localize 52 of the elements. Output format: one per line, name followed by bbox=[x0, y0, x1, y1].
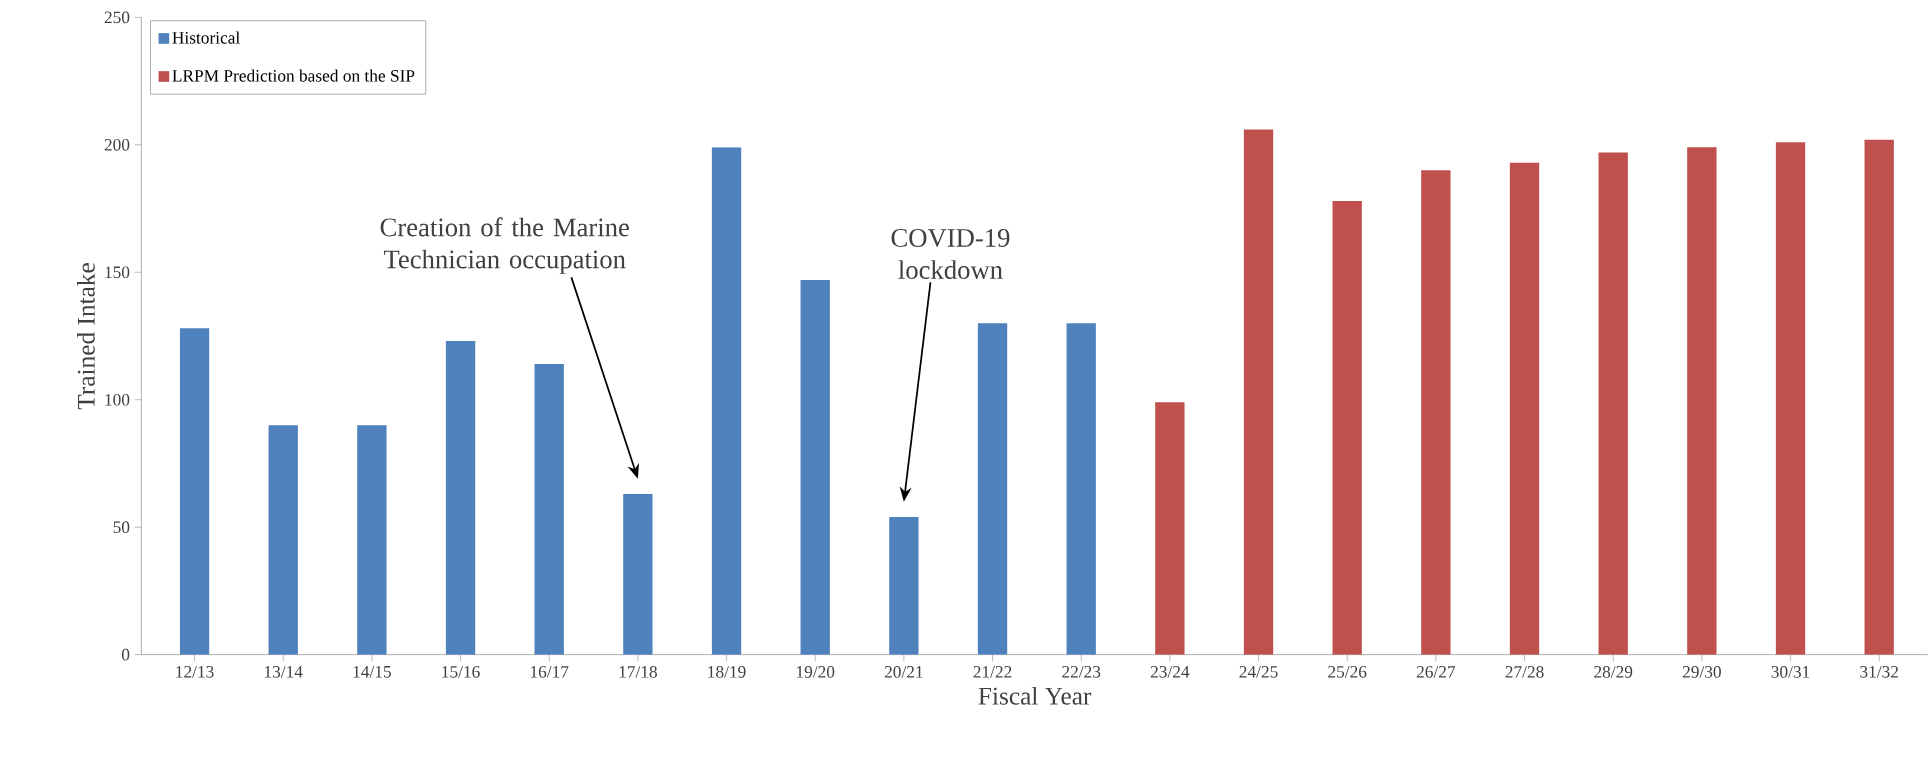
bar bbox=[711, 147, 742, 655]
bar bbox=[534, 364, 564, 655]
x-axis-title: Fiscal Year bbox=[978, 686, 1092, 705]
y-tick-label: 50 bbox=[113, 521, 130, 534]
bar bbox=[1421, 170, 1451, 655]
x-tick-label: 30/31 bbox=[1771, 666, 1810, 678]
bar bbox=[179, 328, 210, 655]
legend-label: LRPM Prediction based on the SIP bbox=[172, 69, 415, 82]
x-tick-label: 13/14 bbox=[265, 666, 303, 678]
y-tick-label: 150 bbox=[105, 266, 130, 279]
bar bbox=[889, 516, 919, 655]
bar bbox=[1775, 142, 1806, 655]
bar bbox=[1598, 152, 1628, 655]
x-tick-label: 18/19 bbox=[708, 666, 746, 678]
x-tick-label: 14/15 bbox=[353, 666, 391, 678]
x-tick-label: 20/21 bbox=[884, 666, 923, 678]
y-tick-label: 200 bbox=[104, 138, 130, 151]
bar bbox=[1509, 162, 1540, 655]
x-tick-label: 12/13 bbox=[176, 666, 214, 678]
x-tick-label: 17/18 bbox=[619, 666, 657, 678]
y-axis-title: Trained Intake bbox=[77, 263, 95, 410]
y-tick-label: 100 bbox=[105, 393, 130, 406]
x-tick-label: 26/27 bbox=[1416, 666, 1456, 678]
x-tick-label: 28/29 bbox=[1594, 666, 1633, 678]
x-tick-label: 27/28 bbox=[1505, 666, 1544, 678]
legend-label: Historical bbox=[172, 31, 240, 44]
bar bbox=[445, 341, 476, 655]
bar bbox=[357, 425, 387, 655]
bar bbox=[623, 494, 653, 655]
bar bbox=[1864, 139, 1894, 655]
x-tick-label: 24/25 bbox=[1239, 666, 1278, 678]
x-tick-label: 22/23 bbox=[1062, 666, 1101, 678]
x-tick-label: 29/30 bbox=[1682, 666, 1721, 678]
bar bbox=[1243, 129, 1274, 655]
x-tick-label: 31/32 bbox=[1860, 666, 1898, 678]
x-tick-label: 16/17 bbox=[531, 666, 569, 678]
annotation: COVID-19 lockdown bbox=[891, 229, 1010, 279]
bar bbox=[1687, 147, 1717, 655]
bar bbox=[1155, 402, 1185, 655]
bar bbox=[1066, 323, 1096, 655]
x-tick-label: 19/20 bbox=[796, 666, 835, 678]
y-tick-label: 0 bbox=[121, 648, 130, 661]
x-tick-label: 15/16 bbox=[442, 666, 480, 678]
x-tick-label: 21/22 bbox=[973, 666, 1012, 678]
bar bbox=[268, 425, 298, 655]
x-tick-label: 23/24 bbox=[1150, 666, 1190, 678]
bar bbox=[800, 279, 830, 655]
annotation: Creation of the Marine Technician occupation bbox=[380, 217, 629, 274]
x-tick-label: 25/26 bbox=[1328, 666, 1367, 678]
bar bbox=[1332, 200, 1362, 655]
bar bbox=[977, 323, 1008, 655]
y-tick-label: 250 bbox=[104, 11, 130, 24]
